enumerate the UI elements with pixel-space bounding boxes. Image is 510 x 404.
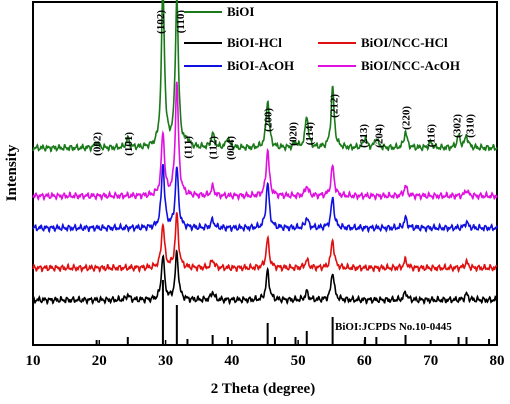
y-axis-label: Intensity [4,144,20,201]
x-axis-label: 2 Theta (degree) [211,381,315,397]
x-tick-label: 10 [26,353,41,369]
peak-label: (111) [182,136,194,159]
peak-label: (212) [329,94,341,118]
peak-label: (204) [373,124,385,148]
reference-pattern [95,280,491,345]
x-tick-label: 50 [291,353,306,369]
peak-label: (110) [175,10,187,34]
legend-label: BiOI/NCC-HCl [361,35,448,50]
peak-label: (002) [92,132,104,156]
legend-label: BiOI-AcOH [227,58,294,73]
peak-label: (020) [288,122,300,146]
legend-label: BiOI/NCC-AcOH [361,58,460,73]
peak-label: (302) [452,114,464,138]
peak-label: (114) [304,122,316,146]
x-tick-label: 70 [423,353,438,369]
peak-label: (310) [465,114,477,138]
reference-label: BiOI:JCPDS No.10-0445 [335,321,452,333]
series-line [32,81,498,202]
series-layer [32,0,498,306]
x-tick-label: 30 [158,353,173,369]
series-line [32,212,498,274]
x-tick-label: 20 [92,353,107,369]
x-tick-label: 60 [357,353,372,369]
x-tick-label: 80 [490,353,505,369]
series-line [32,163,498,234]
peak-label: (102) [155,10,167,34]
peak-label: (004) [225,136,237,160]
peak-label: (116) [426,124,438,148]
legend: BiOI BiOI-HCl BiOI/NCC-HCl BiOI-AcOH BiOI/NC… [184,4,460,73]
peak-label: (101) [123,132,135,156]
plot-frame [32,1,498,346]
peak-label: (200) [263,108,275,132]
x-axis-ticks: 10 20 30 40 50 60 70 80 [26,340,505,369]
legend-label: BiOI-HCl [227,35,282,50]
series-line [32,0,498,153]
legend-label: BiOI [227,4,254,19]
peak-labels: (002) (101) (102) (110) (111) (112) (004) (200)… [92,10,477,160]
peak-label: (213) [358,124,370,148]
peak-label: (220) [401,106,413,130]
x-tick-label: 40 [224,353,239,369]
peak-label: (112) [208,136,220,160]
series-line [32,249,498,306]
